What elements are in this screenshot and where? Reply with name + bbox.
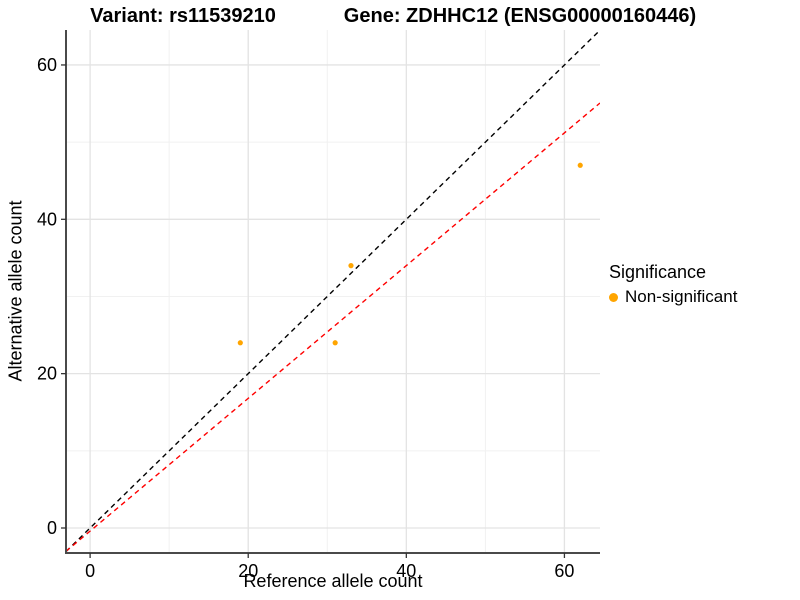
data-point: [237, 340, 243, 346]
x-tick-label: 40: [396, 561, 416, 581]
data-point: [332, 340, 338, 346]
legend: Significance Non-significant: [609, 262, 737, 307]
legend-item-label: Non-significant: [625, 287, 738, 306]
gene-title: Gene: ZDHHC12 (ENSG00000160446): [343, 5, 697, 27]
y-axis-label: Alternative allele count: [5, 200, 26, 382]
data-point: [577, 162, 583, 168]
data-point: [348, 263, 354, 269]
legend-items: Non-significant: [609, 287, 737, 307]
x-axis-label: Reference allele count: [243, 571, 423, 591]
fit-line: [66, 102, 600, 552]
y-tick-label: 0: [47, 518, 57, 538]
x-tick-label: 20: [238, 561, 258, 581]
legend-item: Non-significant: [609, 287, 737, 307]
variant-title: Variant: rs11539210: [90, 5, 276, 27]
y-tick-label: 60: [37, 55, 57, 75]
legend-title: Significance: [609, 262, 707, 282]
x-tick-label: 0: [85, 561, 95, 581]
x-tick-label: 60: [554, 561, 574, 581]
legend-point-icon: [609, 292, 618, 302]
identity-line: [66, 30, 600, 553]
y-tick-label: 20: [37, 364, 57, 384]
y-tick-label: 40: [37, 209, 57, 229]
